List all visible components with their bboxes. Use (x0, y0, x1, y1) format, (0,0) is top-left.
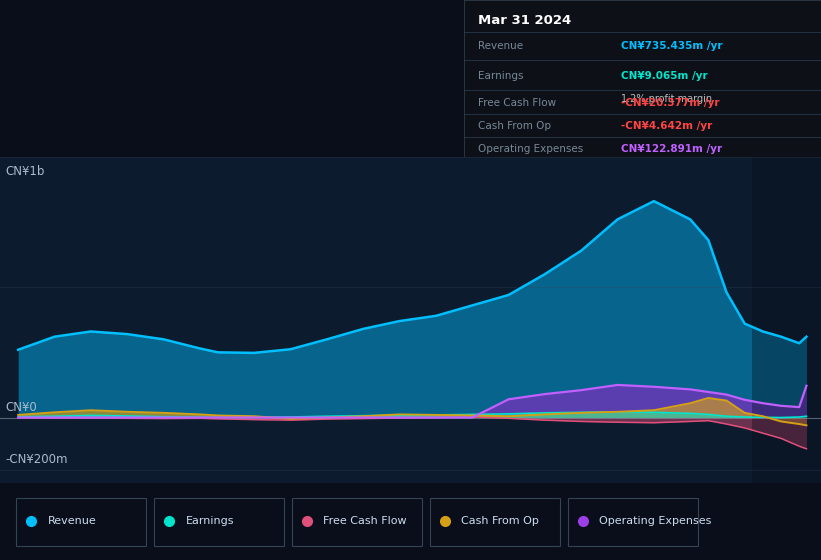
Text: Free Cash Flow: Free Cash Flow (478, 97, 557, 108)
Text: Earnings: Earnings (186, 516, 234, 526)
Text: -CN¥20.377m /yr: -CN¥20.377m /yr (621, 97, 719, 108)
Text: 1.2% profit margin: 1.2% profit margin (621, 94, 712, 104)
Text: CN¥122.891m /yr: CN¥122.891m /yr (621, 144, 722, 154)
Text: CN¥1b: CN¥1b (6, 165, 45, 178)
Text: Cash From Op: Cash From Op (478, 121, 551, 130)
Text: Mar 31 2024: Mar 31 2024 (478, 15, 571, 27)
Text: CN¥0: CN¥0 (6, 402, 38, 414)
Text: Revenue: Revenue (478, 41, 523, 50)
Text: Cash From Op: Cash From Op (461, 516, 539, 526)
Text: Operating Expenses: Operating Expenses (599, 516, 712, 526)
Text: Operating Expenses: Operating Expenses (478, 144, 584, 154)
Bar (752, 157, 821, 483)
Text: -CN¥200m: -CN¥200m (6, 453, 68, 466)
Text: Free Cash Flow: Free Cash Flow (323, 516, 407, 526)
Text: Earnings: Earnings (478, 71, 524, 81)
Text: -CN¥4.642m /yr: -CN¥4.642m /yr (621, 121, 713, 130)
Text: CN¥735.435m /yr: CN¥735.435m /yr (621, 41, 722, 50)
Text: Revenue: Revenue (48, 516, 96, 526)
Text: CN¥9.065m /yr: CN¥9.065m /yr (621, 71, 708, 81)
